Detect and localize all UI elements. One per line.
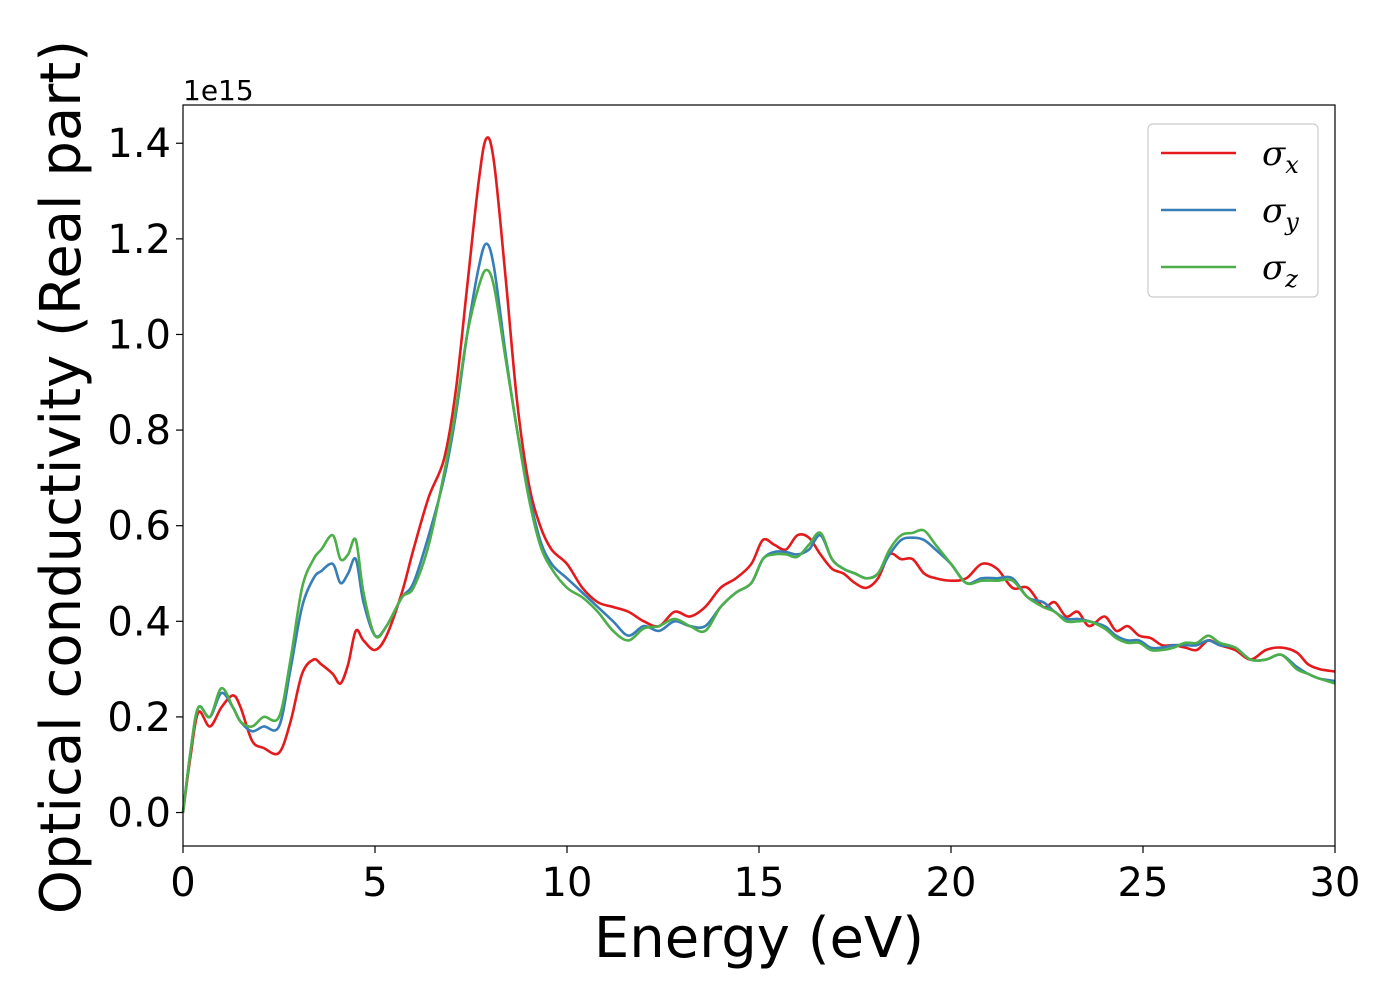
y-axis-title: Optical conductivity (Real part) bbox=[29, 40, 94, 914]
series-line-z bbox=[181, 268, 1336, 813]
series-layer bbox=[181, 136, 1336, 813]
x-tick-label: 15 bbox=[734, 860, 785, 906]
y-tick-label: 0.4 bbox=[107, 599, 171, 645]
x-axis: 0 5 10 15 20 25 30 bbox=[170, 846, 1360, 906]
series-line-x bbox=[181, 136, 1336, 813]
legend-label-x: σx bbox=[1262, 134, 1299, 179]
y-tick-label: 1.0 bbox=[107, 312, 171, 358]
y-tick-label: 0.0 bbox=[107, 791, 171, 837]
y-tick-label: 1.4 bbox=[107, 121, 171, 167]
legend-label-z: σz bbox=[1262, 248, 1298, 293]
y-tick-label: 0.8 bbox=[107, 408, 171, 454]
x-tick-label: 0 bbox=[170, 860, 195, 906]
x-tick-label: 30 bbox=[1310, 860, 1361, 906]
x-tick-label: 25 bbox=[1118, 860, 1169, 906]
legend-label-y: σy bbox=[1262, 191, 1299, 236]
y-tick-label: 1.2 bbox=[107, 217, 171, 263]
x-axis-title: Energy (eV) bbox=[594, 906, 924, 971]
y-axis: 0.0 0.2 0.4 0.6 0.8 1.0 1.2 1.4 bbox=[107, 121, 183, 837]
y-tick-label: 0.2 bbox=[107, 695, 171, 741]
y-offset-label: 1e15 bbox=[183, 74, 254, 107]
y-tick-label: 0.6 bbox=[107, 504, 171, 550]
x-tick-label: 20 bbox=[926, 860, 977, 906]
x-tick-label: 10 bbox=[542, 860, 593, 906]
x-tick-label: 5 bbox=[362, 860, 387, 906]
legend: σx σy σz bbox=[1147, 123, 1319, 298]
